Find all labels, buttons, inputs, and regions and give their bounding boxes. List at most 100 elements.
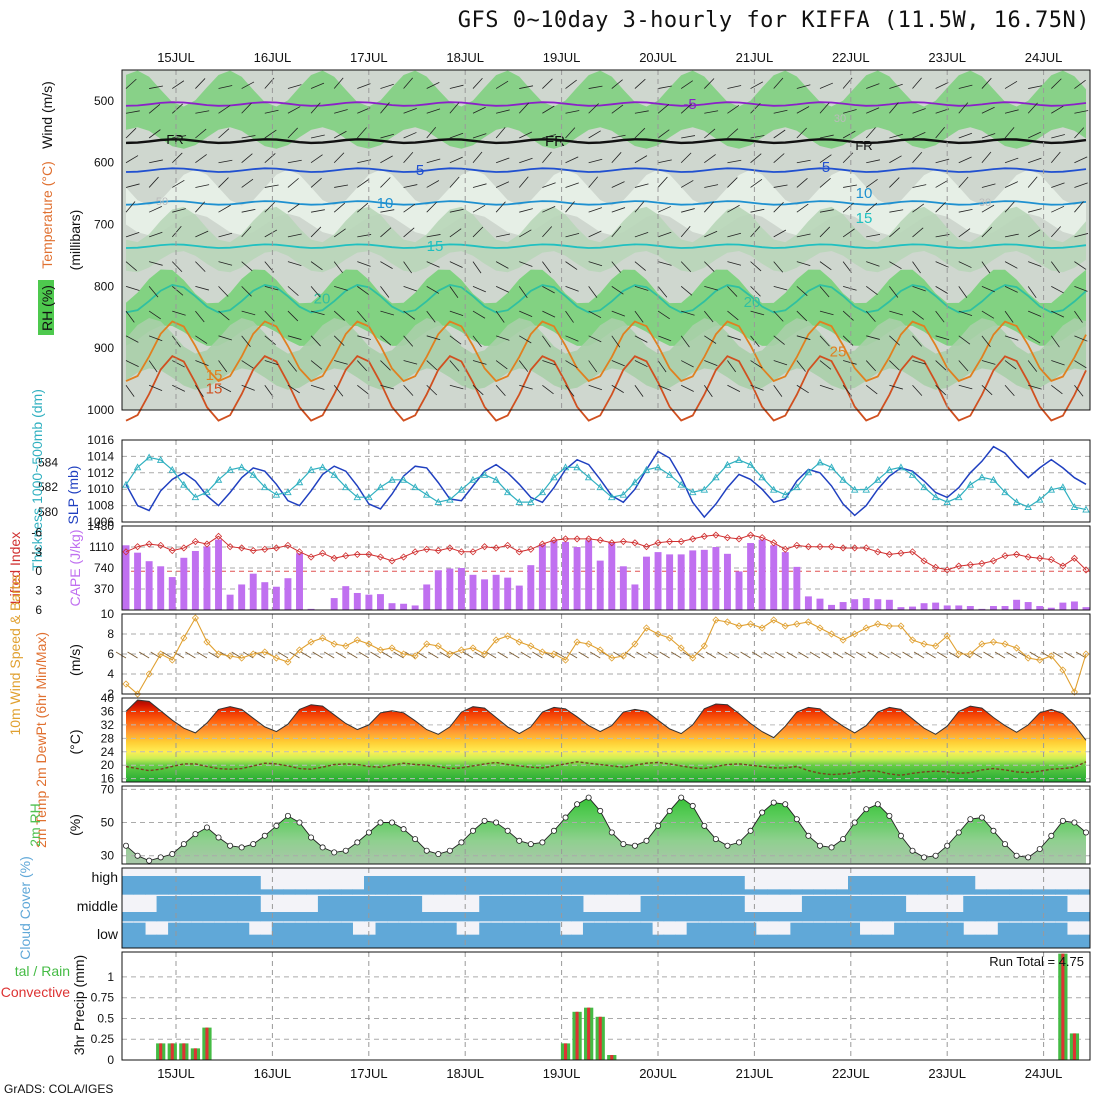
cape-bar	[804, 596, 812, 610]
rh-point	[921, 854, 928, 861]
cloud-cell	[202, 896, 215, 922]
precip-convective-bar	[598, 1016, 602, 1060]
thickness-point	[746, 460, 755, 468]
slp-tick-label: 1014	[87, 449, 114, 463]
wind-barb	[704, 310, 714, 323]
contour-label: 30	[834, 113, 846, 125]
wind-barb	[449, 310, 464, 317]
wind-barb	[842, 130, 856, 139]
date-tick-label: 17JUL	[350, 50, 388, 65]
wind-barb	[1074, 385, 1084, 397]
cloud-cell	[559, 934, 572, 948]
wind-barb	[680, 335, 690, 348]
slp-tick-label: 1012	[87, 466, 114, 480]
wind-barb	[796, 106, 810, 114]
wind-barb	[565, 360, 578, 369]
cape-bar	[920, 603, 928, 610]
surface-wind-barb	[532, 651, 543, 659]
wind-barb	[889, 102, 899, 114]
wind-barb	[495, 201, 506, 213]
wind-barb	[403, 385, 414, 396]
surface-wind-barb	[312, 651, 323, 659]
lifted-index-point	[1082, 566, 1090, 574]
wind-speed-point	[434, 642, 442, 650]
cape-bar	[446, 568, 454, 610]
wind-barb	[935, 127, 945, 139]
cloud-cell	[744, 912, 757, 922]
wind-barb	[958, 261, 972, 268]
wind-barb	[1004, 80, 1018, 89]
cape-bar	[423, 584, 431, 610]
wind-barb	[819, 286, 830, 298]
cloud-cell	[168, 876, 181, 895]
surface-wind-barb	[867, 651, 879, 659]
cloud-cell	[317, 896, 330, 922]
wind-barb	[1004, 360, 1017, 370]
wind-barb	[657, 286, 668, 298]
cloud-cell	[744, 889, 757, 895]
wind-barb	[1004, 233, 1019, 238]
wind-barb	[865, 310, 876, 322]
wind-barb	[611, 360, 625, 367]
wind-barb	[981, 360, 996, 365]
cloud-cell	[214, 922, 227, 948]
cape-bar	[122, 545, 130, 610]
wind-speed-point	[723, 618, 732, 626]
wind-barb	[634, 261, 646, 271]
precip-convective-bar	[1072, 1033, 1076, 1060]
wind-barb	[310, 384, 325, 390]
cloud-cell	[248, 876, 261, 895]
wind-barb	[472, 226, 484, 238]
wind-barb	[634, 183, 649, 188]
cloud-cell	[202, 876, 215, 895]
wind-barb	[1074, 127, 1085, 139]
lifted-index-point	[1024, 553, 1032, 561]
lifted-index-point	[781, 545, 789, 553]
cloud-cell	[594, 876, 607, 895]
rh-tick-label: 30	[101, 849, 115, 863]
rh-area	[126, 797, 1086, 864]
wind-barb	[334, 360, 348, 365]
wind-barb	[148, 129, 161, 139]
wind-barb	[889, 177, 900, 188]
lifted-index-point	[376, 553, 385, 561]
wind-speed-point	[827, 630, 836, 638]
thickness-point	[885, 465, 894, 473]
isotherm-line	[125, 284, 1087, 314]
wind-barb	[287, 84, 302, 89]
wind-barb	[796, 203, 809, 213]
pressure-tick-label: 700	[94, 218, 114, 232]
surface-wind-barb	[728, 651, 740, 659]
wind-barb	[148, 335, 163, 342]
thickness-point	[897, 463, 905, 471]
isotherm-line	[125, 200, 1087, 206]
date-tick-label: 24JUL	[1025, 1066, 1063, 1081]
wind-barb	[334, 285, 348, 291]
cloud-cell	[387, 922, 400, 948]
cloud-row-label: middle	[77, 898, 118, 914]
wind-barb	[519, 310, 533, 317]
lifted-index-point	[538, 540, 546, 548]
wind-speed-point	[561, 656, 570, 664]
wind-barb	[333, 310, 345, 321]
cloud-cell	[686, 922, 699, 948]
wind-barb	[495, 360, 508, 370]
lifted-index-point	[1047, 556, 1055, 564]
rh-point	[562, 814, 569, 821]
surface-wind-barb	[381, 651, 393, 659]
wind-barb	[357, 127, 367, 139]
wind-barb	[241, 81, 255, 89]
cloud-cell	[156, 876, 169, 895]
cape-bar	[700, 549, 708, 610]
wind-barb	[426, 201, 437, 213]
wind-speed-point	[989, 638, 998, 646]
cloud-cell	[260, 934, 273, 948]
contour-label: 25	[830, 343, 847, 360]
wind-barb	[773, 229, 787, 238]
wind-barb	[1051, 360, 1065, 366]
rh-point	[1025, 854, 1032, 861]
thickness-point	[665, 470, 674, 478]
wind-barb	[149, 231, 163, 238]
wind-barb	[287, 106, 301, 114]
wind-barb	[1074, 201, 1084, 213]
